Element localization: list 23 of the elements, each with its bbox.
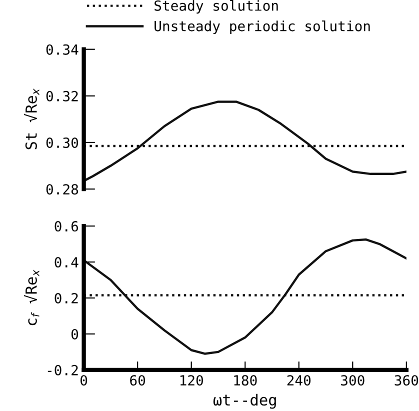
y-tick-label: 0.4 — [54, 257, 78, 268]
x-tick-label: 180 — [234, 375, 257, 386]
x-tick-label: 120 — [180, 375, 203, 386]
y-tick-label: -0.2 — [48, 364, 78, 376]
line-series — [84, 238, 406, 355]
y-axis-title: c$_{f}$ √Re$_{x}$ — [24, 270, 40, 326]
y-tick-label: 0.2 — [54, 292, 78, 304]
y-tick-label: 0.30 — [46, 137, 78, 148]
x-tick-label: 300 — [341, 375, 364, 386]
x-tick-label: 0 — [80, 375, 88, 386]
line-series — [84, 100, 406, 182]
x-tick-label: 240 — [287, 375, 311, 386]
x-tick-label: 360 — [394, 375, 418, 386]
x-axis-title: ωt--deg — [213, 394, 276, 409]
x-tick-label: 60 — [130, 375, 146, 386]
y-axis-title: St √Re$_{x}$ — [24, 88, 40, 150]
legend-label: Steady solution — [154, 0, 278, 14]
y-tick-label: 0.28 — [46, 184, 78, 195]
y-tick-label: 0 — [71, 328, 78, 340]
y-tick-label: 0.34 — [46, 44, 78, 55]
y-tick-label: 0.6 — [54, 221, 78, 232]
legend-label: Unsteady periodic solution — [154, 20, 370, 34]
y-tick-label: 0.32 — [46, 90, 78, 102]
